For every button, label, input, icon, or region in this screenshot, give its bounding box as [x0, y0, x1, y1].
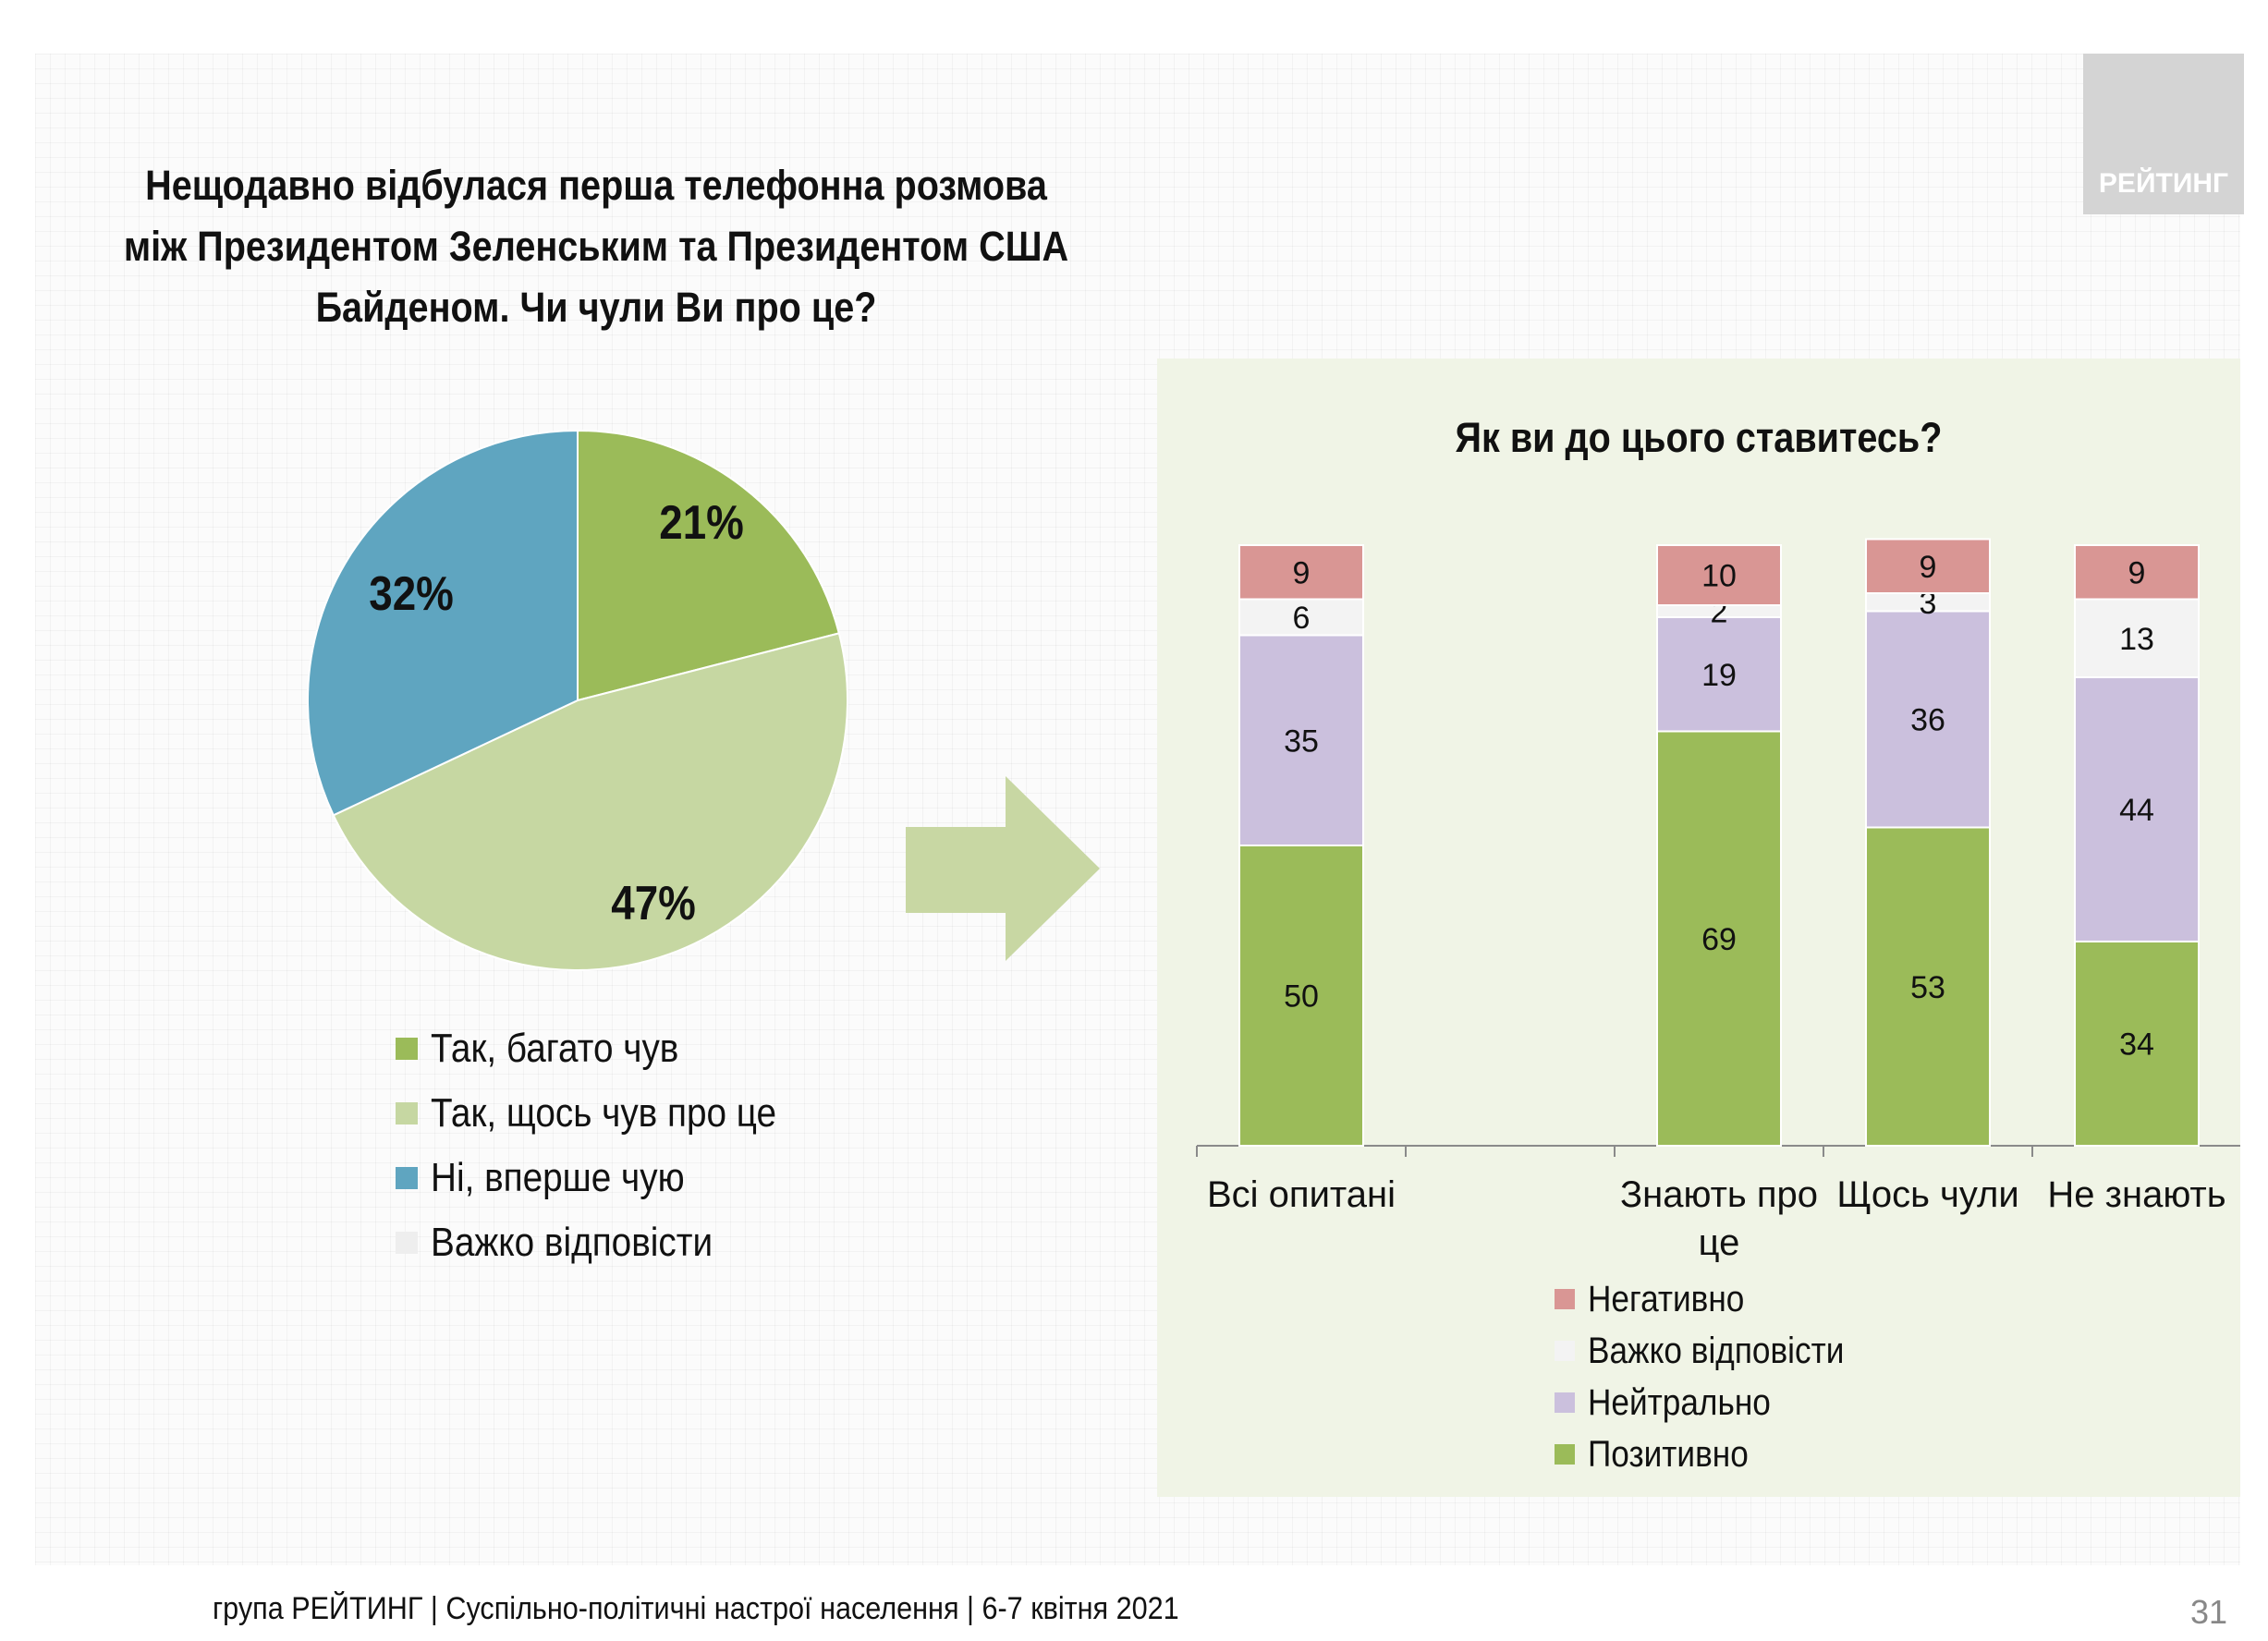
question-title-line: Нещодавно відбулася перша телефонна розм…	[145, 162, 1047, 209]
x-tick-label: Щось чули	[1836, 1174, 2018, 1215]
bar-chart-title: Як ви до цього ставитесь?	[1455, 414, 1943, 461]
legend-item: Нейтрально	[1555, 1377, 1879, 1428]
legend-label: Так, щось чув про це	[431, 1090, 777, 1136]
bar-value-label: 6	[1293, 601, 1311, 636]
bar-value-label: 36	[1910, 703, 1945, 738]
bar-segment	[2074, 676, 2200, 942]
bar-value-label: 9	[1920, 550, 1937, 585]
bar-segment	[1656, 730, 1782, 1147]
legend-label: Позитивно	[1588, 1433, 1749, 1475]
legend-item: Важко відповісти	[396, 1210, 823, 1275]
footer-text: група РЕЙТИНГ | Суспільно-політичні наст…	[213, 1591, 1179, 1626]
bar-value-label: 9	[2128, 555, 2146, 590]
bar-segment	[2074, 544, 2200, 601]
pie-label-first-time: 32%	[369, 567, 454, 621]
bar-segment	[1865, 538, 1991, 594]
bar-segment	[1656, 616, 1782, 733]
legend-item: Так, багато чув	[396, 1016, 823, 1081]
bar-value-label: 3	[1920, 586, 1937, 621]
pie-chart: 21% 47% 32%	[300, 423, 855, 978]
x-tick-label: це	[1699, 1222, 1740, 1263]
legend-item: Негативно	[1555, 1273, 1879, 1325]
legend-swatch	[396, 1038, 418, 1060]
pie-label-heard-a-lot: 21%	[659, 496, 744, 550]
x-tick-label: Знають про	[1620, 1174, 1818, 1215]
question-title-line: між Президентом Зеленським та Президенто…	[123, 223, 1069, 270]
page-number: 31	[2190, 1593, 2228, 1631]
rating-logo: РЕЙТИНГ	[2083, 54, 2244, 214]
question-title-line: Байденом. Чи чули Ви про це?	[315, 284, 877, 331]
bar-value-label: 50	[1284, 979, 1319, 1015]
pie-legend: Так, багато чув Так, щось чув про це Ні,…	[396, 1016, 823, 1275]
pie-slice-first-time	[307, 429, 579, 817]
bar-segment	[1865, 826, 1991, 1147]
x-tick-label: Не знають	[2047, 1174, 2225, 1215]
bar-value-label: 44	[2119, 793, 2154, 828]
bar-legend: Негативно Важко відповісти Нейтрально По…	[1555, 1273, 1879, 1480]
pie-label-heard-something: 47%	[611, 877, 696, 930]
legend-swatch	[1555, 1289, 1575, 1309]
legend-label: Так, багато чув	[431, 1026, 679, 1071]
legend-label: Важко відповісти	[1588, 1330, 1845, 1371]
legend-swatch	[1555, 1392, 1575, 1413]
legend-item: Важко відповісти	[1555, 1325, 1879, 1377]
pie-slice-heard-something	[332, 632, 848, 971]
bar-segment	[1656, 544, 1782, 606]
bar-segment	[1865, 610, 1991, 829]
legend-label: Ні, вперше чую	[431, 1155, 685, 1200]
bar-segment	[1238, 544, 1364, 601]
bar-segment	[2074, 941, 2200, 1147]
pie-slice-heard-a-lot	[577, 429, 841, 702]
x-tick-label: Всі опитані	[1207, 1174, 1396, 1215]
legend-swatch	[1555, 1341, 1575, 1361]
bar-value-label: 69	[1701, 922, 1737, 957]
legend-item: Так, щось чув про це	[396, 1081, 823, 1146]
bar-value-label: 9	[1293, 555, 1311, 590]
legend-swatch	[396, 1102, 418, 1124]
legend-item: Ні, вперше чую	[396, 1146, 823, 1210]
legend-swatch	[396, 1232, 418, 1254]
bar-value-label: 13	[2119, 622, 2154, 657]
bar-value-label: 10	[1701, 559, 1737, 594]
arrow-right-icon	[906, 776, 1100, 961]
bar-value-label: 34	[2119, 1027, 2154, 1063]
legend-swatch	[396, 1167, 418, 1189]
legend-label: Важко відповісти	[431, 1220, 713, 1265]
legend-item: Позитивно	[1555, 1428, 1879, 1480]
bar-value-label: 19	[1701, 658, 1737, 693]
legend-swatch	[1555, 1444, 1575, 1465]
bar-value-label: 35	[1284, 723, 1319, 759]
bar-value-label: 53	[1910, 970, 1945, 1005]
legend-label: Негативно	[1588, 1278, 1745, 1319]
question-title: Нещодавно відбулася перша телефонна розм…	[112, 155, 1079, 338]
legend-label: Нейтрально	[1588, 1381, 1771, 1423]
